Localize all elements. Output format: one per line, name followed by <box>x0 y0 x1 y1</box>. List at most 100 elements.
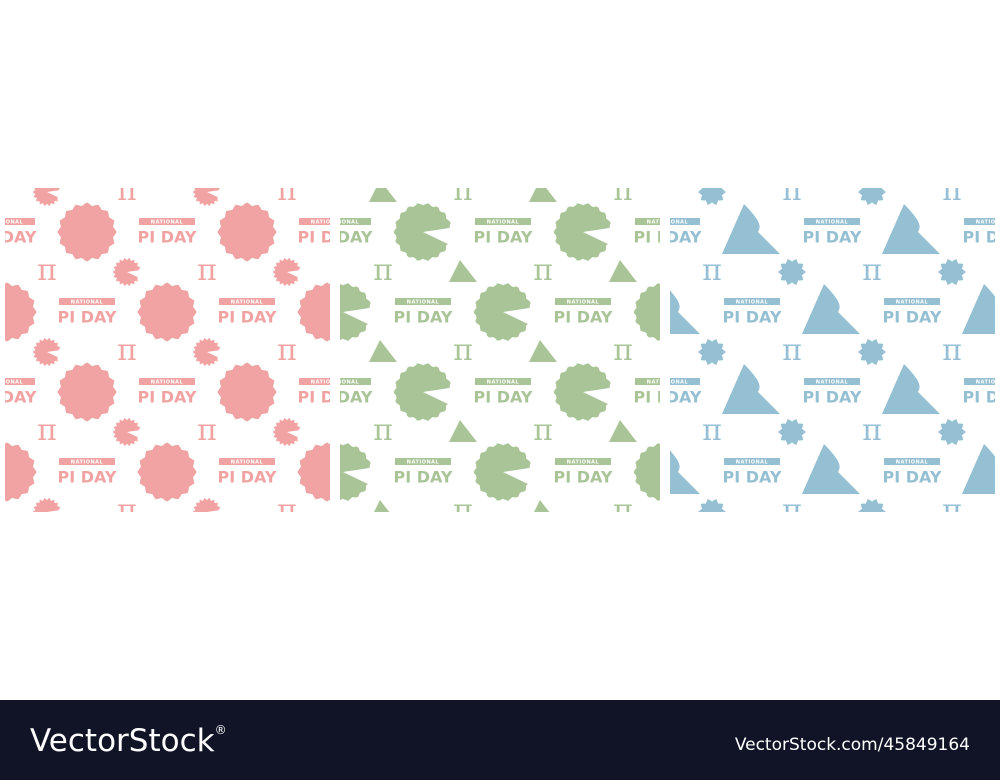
pattern-title: PI DAY <box>474 228 533 247</box>
ribbon-label: NATIONAL <box>407 299 440 305</box>
pi-symbol: π <box>613 493 633 528</box>
ribbon <box>219 458 275 465</box>
pi-symbol: π <box>373 413 393 448</box>
ribbon <box>884 298 940 305</box>
pie-slice <box>962 284 995 334</box>
pie-slice <box>670 290 700 334</box>
ribbon-label: NATIONAL <box>327 379 360 385</box>
ribbon-label: NATIONAL <box>736 299 769 305</box>
pi-symbol: π <box>373 253 393 288</box>
pi-symbol: π <box>862 253 882 288</box>
pie-shape <box>5 282 37 342</box>
pi-symbol: π <box>942 493 962 528</box>
pi-symbol: π <box>942 333 962 368</box>
ribbon <box>964 218 995 225</box>
pi-symbol: π <box>117 493 137 528</box>
ribbon <box>555 458 611 465</box>
pi-symbol: π <box>277 173 297 208</box>
ribbon-label: NATIONAL <box>816 379 849 385</box>
ribbon-label: NATIONAL <box>407 459 440 465</box>
pie-slice <box>802 284 860 334</box>
pie-slice <box>529 340 557 362</box>
pie-shape <box>137 282 197 342</box>
pattern-title: PI DAY <box>394 308 453 327</box>
pie-shape <box>57 202 117 262</box>
pie-shape <box>698 499 726 512</box>
ribbon <box>724 298 780 305</box>
pattern-title: PI DAY <box>803 388 862 407</box>
pattern-title: PI DAY <box>0 228 37 247</box>
pi-symbol: π <box>277 493 297 528</box>
pie-slice <box>33 338 61 367</box>
pi-symbol: π <box>782 333 802 368</box>
pi-symbol: π <box>782 173 802 208</box>
ribbon <box>340 218 371 225</box>
pattern-title: PI DAY <box>218 308 277 327</box>
pattern-title: PI DAY <box>138 228 197 247</box>
pie-shape <box>297 282 330 342</box>
ribbon <box>299 378 330 385</box>
pie-slice <box>882 204 940 254</box>
ribbon-label: NATIONAL <box>311 379 344 385</box>
pie-shape <box>938 419 966 445</box>
pattern-title: PI DAY <box>218 468 277 487</box>
ribbon-label: NATIONAL <box>736 459 769 465</box>
pattern-title: PI DAY <box>634 228 693 247</box>
pattern-title: PI DAY <box>58 308 117 327</box>
pie-slice <box>449 420 477 442</box>
pie-shape <box>217 362 277 422</box>
ribbon-label: NATIONAL <box>311 219 344 225</box>
ribbon-label: NATIONAL <box>896 459 929 465</box>
ribbon-label: NATIONAL <box>231 299 264 305</box>
ribbon <box>635 378 660 385</box>
pie-shape <box>554 203 611 261</box>
ribbon-label: NATIONAL <box>327 219 360 225</box>
pie-slice <box>670 450 700 494</box>
pie-slice <box>193 188 220 207</box>
ribbon <box>670 218 700 225</box>
ribbon <box>475 378 531 385</box>
pattern-title: PI DAY <box>314 388 373 407</box>
ribbon <box>5 218 35 225</box>
ribbon-label: NATIONAL <box>71 299 104 305</box>
brand-logo: VectorStock® <box>30 723 227 759</box>
pattern-title: PI DAY <box>298 228 357 247</box>
pi-symbol: π <box>117 333 137 368</box>
pattern-title: PI DAY <box>643 388 702 407</box>
ribbon-label: NATIONAL <box>487 219 520 225</box>
ribbon <box>635 218 660 225</box>
pie-shape <box>394 363 451 421</box>
ribbon-label: NATIONAL <box>656 379 689 385</box>
pie-slice <box>33 188 60 207</box>
pi-symbol: π <box>942 173 962 208</box>
pie-shape <box>938 259 966 285</box>
pi-symbol: π <box>702 253 722 288</box>
pi-symbol: π <box>197 413 217 448</box>
pie-shape <box>394 203 451 261</box>
pie-shape <box>858 188 886 205</box>
pattern-title: PI DAY <box>643 228 702 247</box>
pie-shape <box>698 188 726 205</box>
pie-shape <box>858 499 886 512</box>
pattern-title: PI DAY <box>394 468 453 487</box>
pie-slice <box>534 500 550 512</box>
ribbon-label: NATIONAL <box>567 299 600 305</box>
pie-shape <box>554 363 611 421</box>
pi-symbol: π <box>277 333 297 368</box>
ribbon <box>59 458 115 465</box>
ribbon-label: NATIONAL <box>71 459 104 465</box>
pie-shape <box>297 442 330 502</box>
ribbon <box>139 378 195 385</box>
pie-slice <box>33 498 61 512</box>
pattern-title: PI DAY <box>883 468 942 487</box>
pattern-title: PI DAY <box>474 388 533 407</box>
pie-shape <box>137 442 197 502</box>
ribbon-label: NATIONAL <box>816 219 849 225</box>
ribbon <box>804 218 860 225</box>
pi-symbol: π <box>533 413 553 448</box>
